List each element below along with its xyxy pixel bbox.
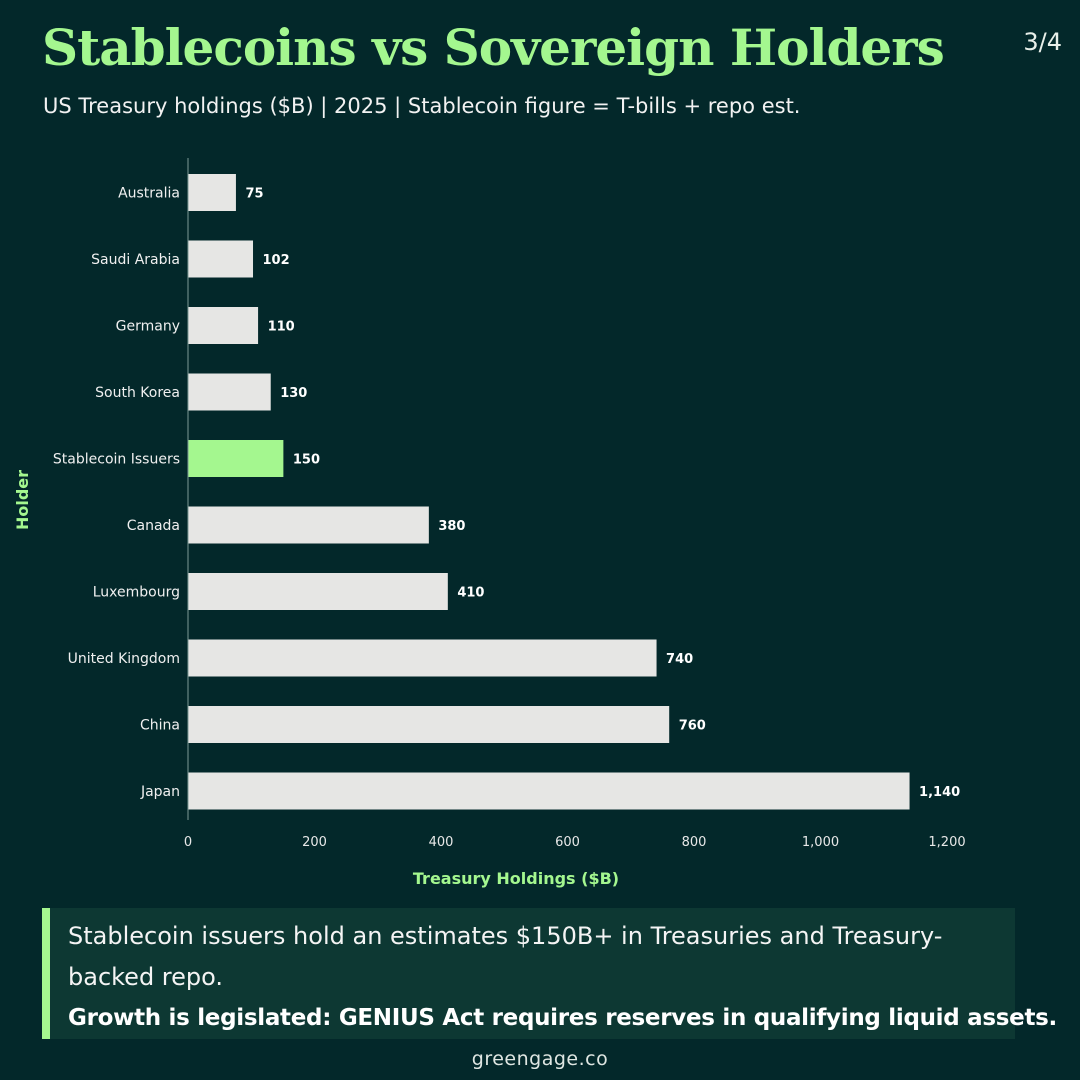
x-tick-label: 1,200 xyxy=(928,835,965,850)
callout-text: Stablecoin issuers hold an estimates $15… xyxy=(68,922,943,991)
x-tick-label: 0 xyxy=(184,835,192,850)
bar-value-label: 740 xyxy=(666,652,693,667)
x-tick-label: 800 xyxy=(682,835,707,850)
bar xyxy=(188,772,910,810)
bar-value-label: 150 xyxy=(293,453,320,468)
category-label: South Korea xyxy=(95,385,180,401)
y-axis-label: Holder xyxy=(13,470,32,530)
bar xyxy=(188,706,670,743)
bar xyxy=(188,373,271,411)
bar xyxy=(188,639,657,677)
category-label: Canada xyxy=(127,518,180,534)
category-label: Australia xyxy=(118,186,180,202)
bar-chart: Australia 75 Saudi Arabia 102 Germany 110 Sout… xyxy=(13,158,966,888)
x-tick-label: 400 xyxy=(429,835,454,850)
bar-value-label: 75 xyxy=(245,187,263,202)
bar-value-label: 102 xyxy=(263,253,290,268)
category-label: China xyxy=(140,718,180,734)
category-label: Saudi Arabia xyxy=(91,252,180,268)
callout-box: Stablecoin issuers hold an estimates $15… xyxy=(42,908,1057,1039)
bar xyxy=(188,240,254,278)
bar-value-label: 760 xyxy=(679,719,706,734)
bar-value-label: 380 xyxy=(438,519,465,534)
x-tick-label: 1,000 xyxy=(802,835,839,850)
x-axis-label: Treasury Holdings ($B) xyxy=(413,869,619,888)
bar-value-label: 1,140 xyxy=(919,785,960,800)
bar-value-label: 110 xyxy=(268,320,295,335)
footer-website: greengage.co xyxy=(471,1048,609,1070)
category-label: Japan xyxy=(140,784,180,800)
bar xyxy=(188,573,448,610)
category-label: Germany xyxy=(116,319,180,335)
callout-bold-text: Growth is legislated: GENIUS Act require… xyxy=(68,1005,1057,1031)
category-label: Stablecoin Issuers xyxy=(53,452,180,468)
bar xyxy=(188,307,259,344)
page-indicator: 3/4 xyxy=(1023,28,1062,56)
x-tick-label: 600 xyxy=(555,835,580,850)
bar xyxy=(188,506,429,544)
bar-value-label: 130 xyxy=(280,386,307,401)
bar-value-label: 410 xyxy=(457,586,484,601)
chart-subtitle: US Treasury holdings ($B) | 2025 | Stabl… xyxy=(43,94,801,118)
bar xyxy=(188,174,236,211)
category-label: Luxembourg xyxy=(93,585,180,601)
x-tick-label: 200 xyxy=(302,835,327,850)
category-label: United Kingdom xyxy=(68,651,180,667)
bar-highlight xyxy=(188,440,284,477)
page-title: Stablecoins vs Sovereign Holders xyxy=(42,18,945,77)
